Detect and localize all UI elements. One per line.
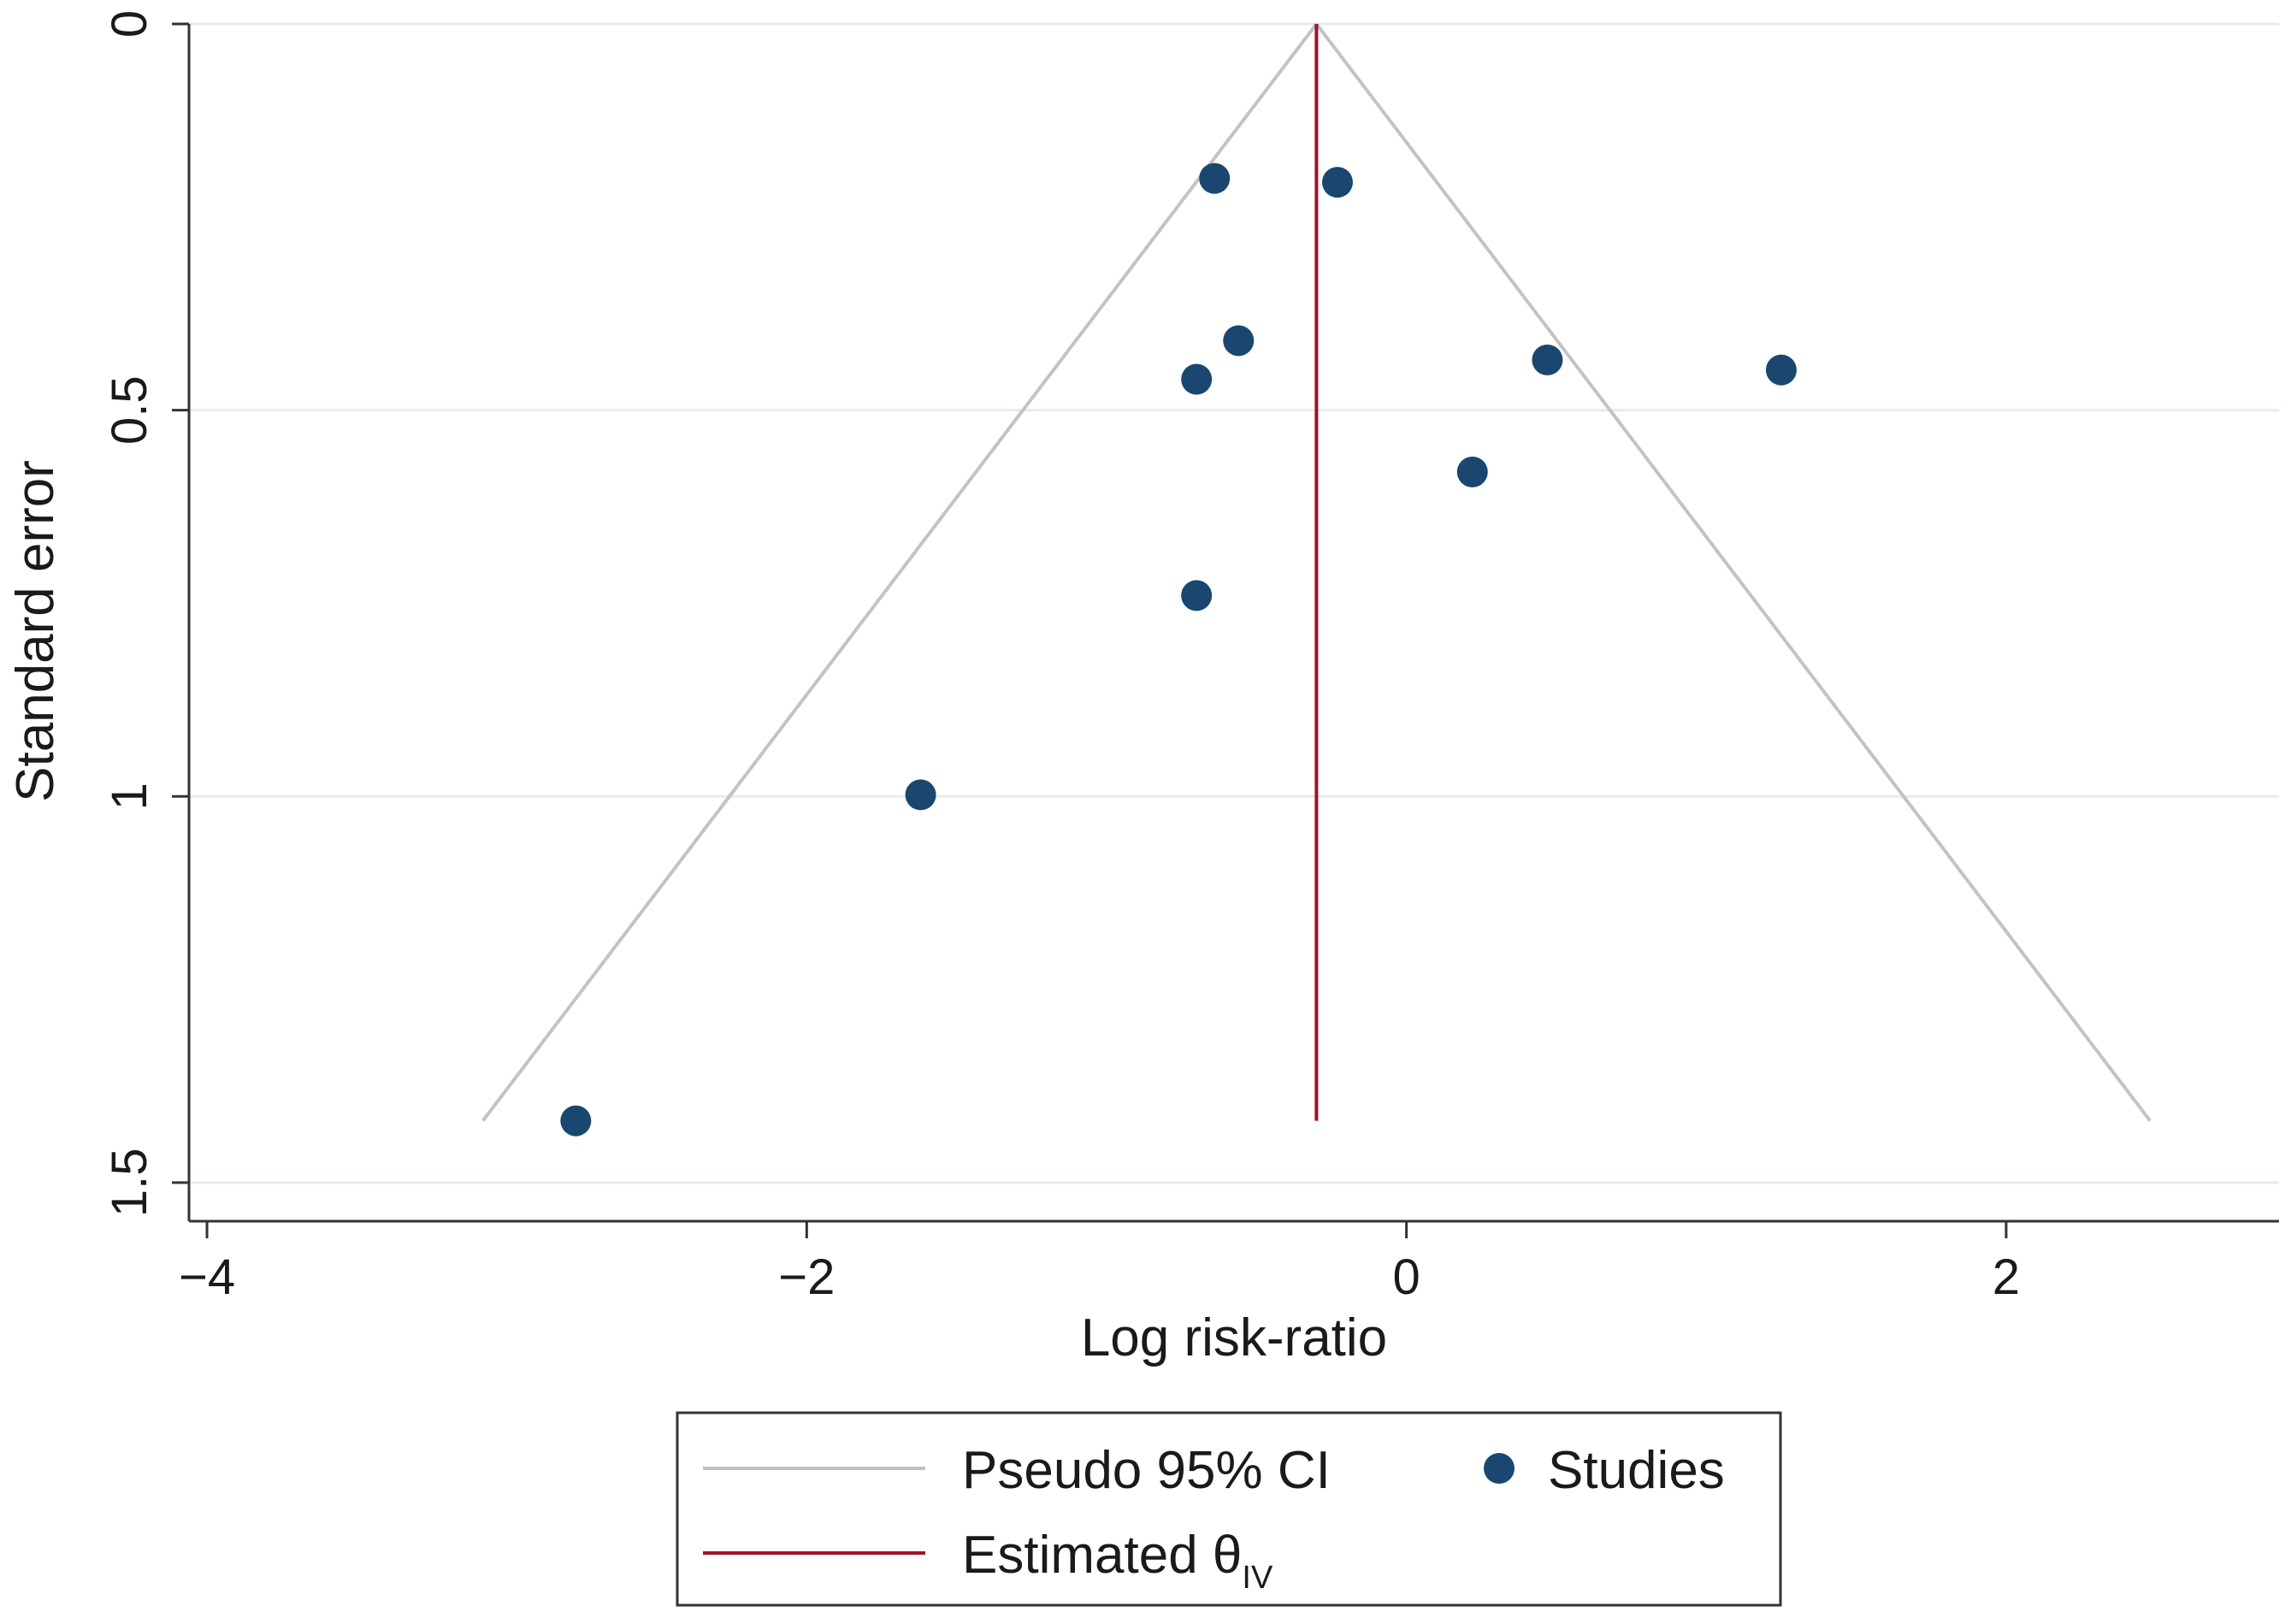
funnel-left-line	[481, 22, 1319, 1122]
study-point-4	[1532, 344, 1563, 375]
x-tick-label-0: −4	[179, 1249, 235, 1305]
legend-studies-swatch	[1484, 1453, 1515, 1484]
y-tick-label-3: 1.5	[102, 1149, 157, 1218]
axes: −4 −2 0 2 0 0.5 1 1.5	[102, 10, 2279, 1305]
legend-estimate-label: Estimated θIV	[962, 1526, 1273, 1596]
x-axis-title: Log risk-ratio	[1081, 1308, 1387, 1367]
legend-estimate-text: Estimated θ	[962, 1526, 1242, 1585]
study-point-6	[1456, 456, 1488, 487]
x-tick-label-1: −2	[778, 1249, 835, 1305]
study-point-7	[1181, 580, 1213, 611]
study-point-5	[1765, 354, 1797, 386]
y-tick-label-1: 0.5	[102, 375, 157, 445]
gridlines	[189, 22, 2279, 1184]
x-tick-label-2: 0	[1392, 1249, 1420, 1305]
legend-estimate-subscript: IV	[1242, 1560, 1273, 1596]
legend: Pseudo 95% CI Studies Estimated θIV	[676, 1411, 1782, 1607]
y-axis-title: Standard error	[6, 460, 65, 802]
study-point-0	[1199, 162, 1231, 194]
study-point-1	[1321, 167, 1353, 198]
study-point-2	[1223, 325, 1255, 357]
legend-studies-label: Studies	[1548, 1441, 1725, 1500]
study-point-3	[1181, 363, 1213, 395]
x-tick-label-3: 2	[1993, 1249, 2020, 1305]
legend-box	[676, 1411, 1782, 1607]
study-point-8	[905, 779, 936, 811]
study-points	[560, 162, 1797, 1137]
legend-ci-label: Pseudo 95% CI	[962, 1441, 1331, 1500]
study-point-9	[560, 1105, 592, 1137]
y-tick-label-2: 1	[102, 782, 157, 810]
pseudo-ci-funnel	[481, 22, 2152, 1122]
funnel-right-line	[1314, 22, 2152, 1122]
y-tick-label-0: 0	[102, 10, 157, 38]
